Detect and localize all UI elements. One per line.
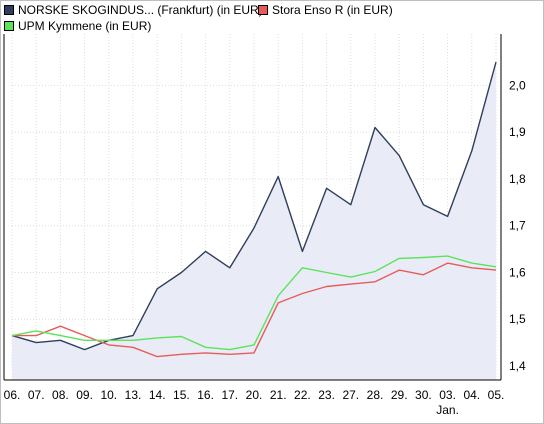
legend-label-upm-kymmene: UPM Kymmene (in EUR) [18, 19, 152, 33]
series-line-upm-kymmene [11, 255, 497, 351]
legend-item-upm-kymmene: UPM Kymmene (in EUR) [4, 19, 151, 33]
x-tick-label: 05. [488, 388, 505, 402]
legend-label-stora-enso: Stora Enso R (in EUR) [272, 3, 393, 17]
legend-label-norske-skog: NORSKE SKOGINDUS... (Frankfurt) (in EUR) [18, 3, 263, 17]
x-tick-label: 04. [463, 388, 480, 402]
y-tick-label: 1,5 [509, 312, 526, 326]
series-line-stora-enso [12, 262, 497, 358]
x-tick-label: 23. [318, 388, 335, 402]
x-tick-label: 03. [439, 388, 456, 402]
x-tick-label: 14. [149, 388, 166, 402]
x-tick-label: 09. [76, 388, 93, 402]
y-tick-label: 1,7 [509, 219, 526, 233]
legend-swatch-upm-kymmene [4, 21, 14, 31]
x-tick-label: 29. [391, 388, 408, 402]
x-tick-label: 28. [367, 388, 384, 402]
series-line-norske-skog [11, 61, 497, 351]
x-tick-label: 21. [270, 388, 287, 402]
y-tick-label: 1,4 [509, 359, 526, 373]
x-tick-label: 08. [52, 388, 69, 402]
legend-swatch-norske-skog [4, 5, 14, 15]
x-tick-label: 17. [221, 388, 238, 402]
x-tick-label: 15. [173, 388, 190, 402]
x-tick-label: 27. [342, 388, 359, 402]
y-tick-label: 1,6 [509, 265, 526, 279]
series-area-norske-skog [12, 62, 496, 380]
x-tick-label: 10. [100, 388, 117, 402]
x-tick-label: 30. [415, 388, 432, 402]
x-tick-label: 13. [125, 388, 142, 402]
legend-swatch-stora-enso [258, 5, 268, 15]
x-tick-label: 20. [246, 388, 263, 402]
x-tick-label: 22. [294, 388, 311, 402]
x-tick-label: 06. [4, 388, 21, 402]
x-tick-label: 07. [28, 388, 45, 402]
x-tick-label: 16. [197, 388, 214, 402]
legend-item-stora-enso: Stora Enso R (in EUR) [258, 3, 393, 17]
x-sub-label: Jan. [436, 403, 459, 417]
y-tick-label: 1,8 [509, 172, 526, 186]
y-tick-label: 2,0 [509, 78, 526, 92]
y-tick-label: 1,9 [509, 125, 526, 139]
legend-item-norske-skog: NORSKE SKOGINDUS... (Frankfurt) (in EUR) [4, 3, 263, 17]
